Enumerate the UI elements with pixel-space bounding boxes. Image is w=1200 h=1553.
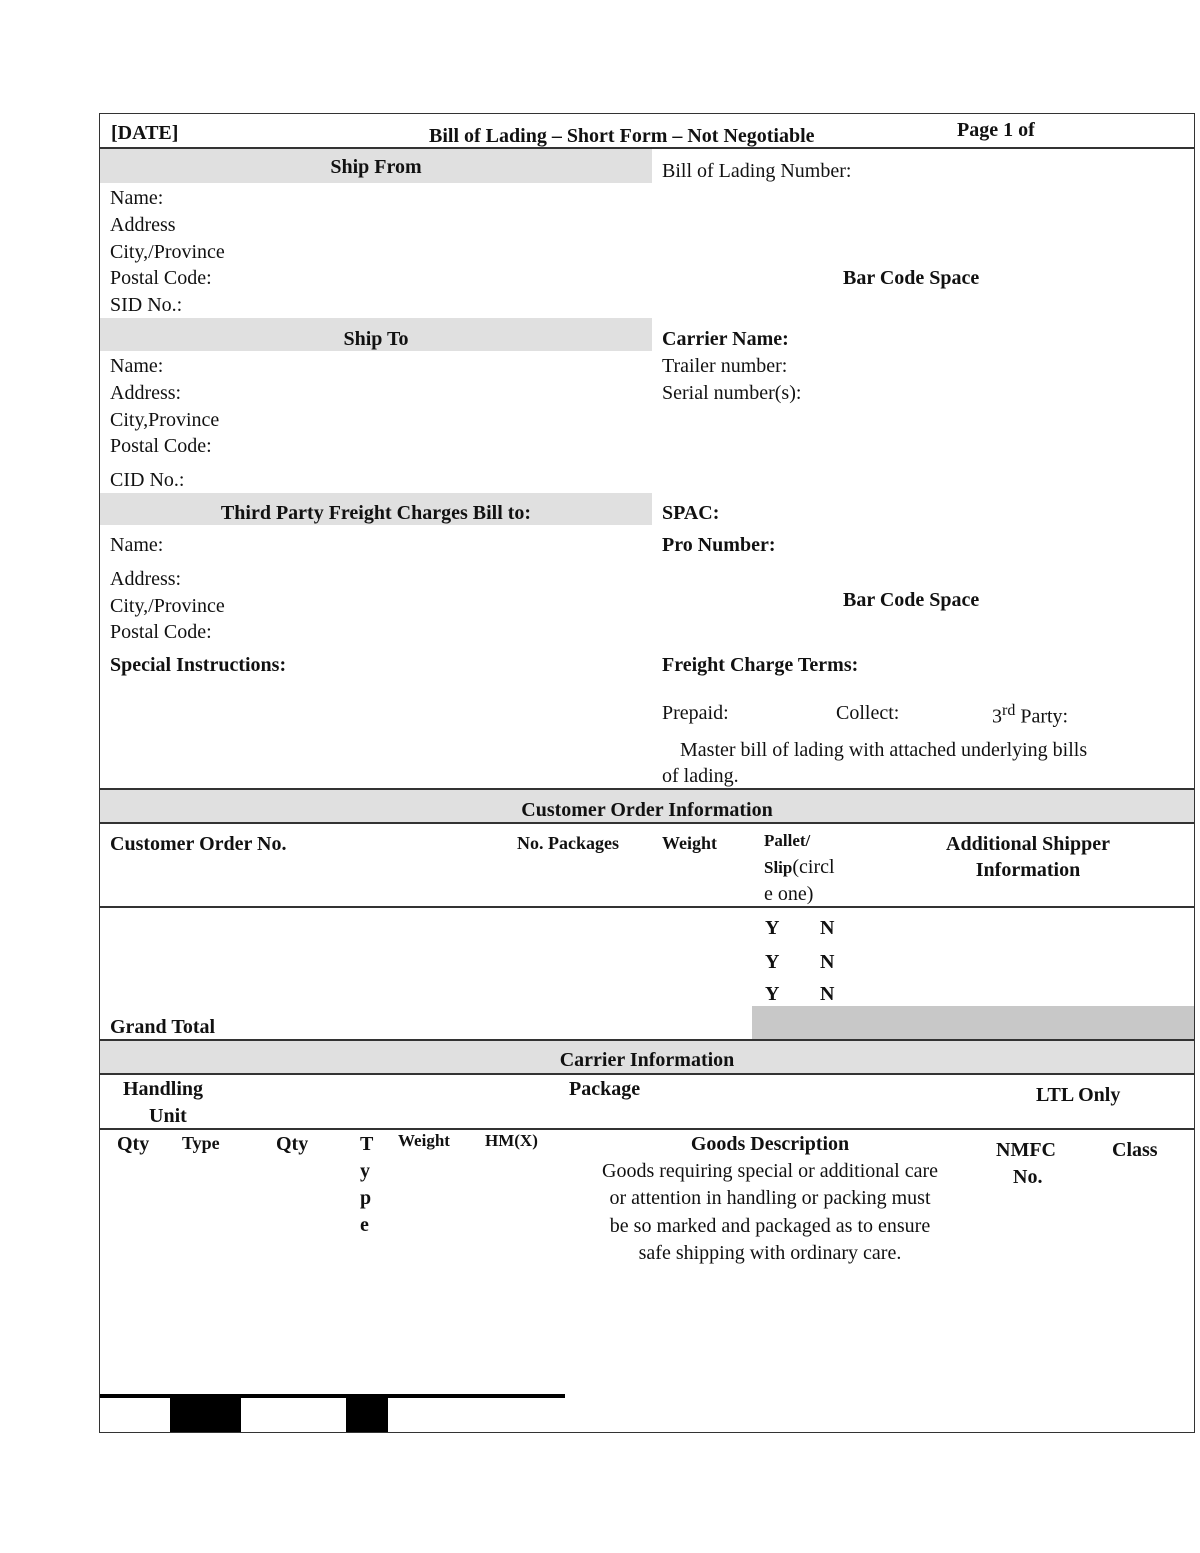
goods-note-2: or attention in handling or packing must — [609, 1187, 931, 1209]
freight-charge-terms: Freight Charge Terms: — [662, 654, 859, 676]
col-type-2-e: e — [360, 1214, 369, 1236]
handling-unit-1: Handling — [123, 1078, 204, 1100]
handling-unit-2: Unit — [149, 1105, 187, 1127]
third-party-band — [100, 493, 652, 525]
third-party-heading: Third Party Freight Charges Bill to: — [220, 502, 532, 524]
col-additional-2: Information — [975, 859, 1081, 881]
carrier-info-heading: Carrier Information — [559, 1049, 735, 1071]
divider — [99, 147, 1195, 149]
master-bol-line2: of lading. — [662, 765, 739, 787]
ship-from-heading: Ship From — [330, 156, 422, 178]
col-type-1: Type — [182, 1133, 220, 1153]
ship-to-postal[interactable]: Postal Code: — [110, 435, 212, 457]
col-pallet-2: Slip(circl — [764, 857, 835, 877]
ship-from-postal[interactable]: Postal Code: — [110, 267, 212, 289]
grand-total-label: Grand Total — [110, 1016, 216, 1038]
row2-yes[interactable]: Y — [765, 951, 780, 973]
col-nmfc-1: NMFC — [996, 1139, 1056, 1161]
col-pallet-4: e one) — [764, 883, 814, 905]
third-party-postal[interactable]: Postal Code: — [110, 621, 212, 643]
col-class: Class — [1112, 1139, 1158, 1161]
third-sup: rd — [1002, 702, 1016, 719]
third-party-name[interactable]: Name: — [110, 534, 164, 556]
master-bol-line1[interactable]: Master bill of lading with attached unde… — [680, 739, 1088, 761]
ship-from-band — [100, 149, 652, 183]
third-party-address[interactable]: Address: — [110, 568, 182, 590]
black-block-1 — [170, 1398, 241, 1432]
goods-note-1: Goods requiring special or additional ca… — [602, 1160, 938, 1182]
black-block-2 — [346, 1398, 388, 1432]
col-goods-description: Goods Description — [690, 1133, 850, 1155]
prepaid-option[interactable]: Prepaid: — [662, 702, 729, 724]
col-customer-order-no: Customer Order No. — [110, 833, 287, 855]
barcode-space-1: Bar Code Space — [843, 267, 980, 289]
third-number: 3 — [992, 705, 1002, 728]
col-weight-carrier: Weight — [398, 1131, 450, 1150]
third-party-label: Party: — [1020, 705, 1069, 728]
ship-from-address[interactable]: Address — [110, 214, 176, 236]
ship-to-cid[interactable]: CID No.: — [110, 469, 185, 491]
ship-to-heading: Ship To — [343, 328, 409, 350]
ship-to-band — [100, 318, 652, 351]
ship-to-name[interactable]: Name: — [110, 355, 164, 377]
ship-from-city[interactable]: City,/Province — [110, 241, 225, 263]
col-pallet-1: Pallet/ — [764, 831, 811, 850]
trailer-number[interactable]: Trailer number: — [662, 355, 788, 377]
col-type-2-t: T — [360, 1133, 374, 1155]
col-nmfc-2: No. — [1013, 1166, 1043, 1188]
page-number: Page 1 of — [957, 119, 1035, 141]
carrier-name[interactable]: Carrier Name: — [662, 328, 789, 350]
col-pallet-circle: (circl — [792, 856, 835, 878]
col-qty-2: Qty — [276, 1133, 309, 1155]
col-additional-1: Additional Shipper — [946, 833, 1110, 855]
row3-yes[interactable]: Y — [765, 983, 780, 1005]
ship-from-sid[interactable]: SID No.: — [110, 294, 183, 316]
pro-number[interactable]: Pro Number: — [662, 534, 776, 556]
date-field[interactable]: [DATE] — [111, 122, 179, 144]
bol-number[interactable]: Bill of Lading Number: — [662, 160, 852, 182]
barcode-space-2: Bar Code Space — [843, 589, 980, 611]
special-instructions-label: Special Instructions: — [110, 654, 287, 676]
package-heading: Package — [569, 1078, 641, 1100]
form-title: Bill of Lading – Short Form – Not Negoti… — [429, 125, 815, 147]
row3-no[interactable]: N — [820, 983, 835, 1005]
col-weight: Weight — [662, 833, 718, 853]
ship-from-name[interactable]: Name: — [110, 187, 164, 209]
col-qty-1: Qty — [117, 1133, 150, 1155]
serial-numbers[interactable]: Serial number(s): — [662, 382, 802, 404]
customer-order-heading: Customer Order Information — [521, 799, 773, 821]
third-party-option[interactable]: 3rd Party: — [992, 703, 1068, 727]
collect-option[interactable]: Collect: — [836, 702, 900, 724]
ltl-only: LTL Only — [1036, 1084, 1121, 1106]
form-border — [99, 113, 1195, 1433]
col-no-packages: No. Packages — [517, 833, 619, 853]
customer-order-band — [100, 790, 1194, 822]
grand-total-shaded-cell — [752, 1006, 1194, 1039]
goods-note-4: safe shipping with ordinary care. — [638, 1242, 902, 1264]
ship-to-address[interactable]: Address: — [110, 382, 182, 404]
col-hm: HM(X) — [485, 1131, 538, 1150]
col-pallet-slip: Slip — [764, 858, 793, 877]
col-type-2-y: y — [360, 1160, 370, 1182]
carrier-info-band — [100, 1041, 1194, 1073]
row2-no[interactable]: N — [820, 951, 835, 973]
bottom-thick-rule — [100, 1394, 565, 1398]
row1-yes[interactable]: Y — [765, 917, 780, 939]
row1-no[interactable]: N — [820, 917, 835, 939]
spac[interactable]: SPAC: — [662, 502, 720, 524]
third-party-city[interactable]: City,/Province — [110, 595, 225, 617]
ship-to-city[interactable]: City,Province — [110, 409, 220, 431]
col-type-2-p: p — [360, 1187, 372, 1209]
goods-note-3: be so marked and packaged as to ensure — [609, 1215, 931, 1237]
